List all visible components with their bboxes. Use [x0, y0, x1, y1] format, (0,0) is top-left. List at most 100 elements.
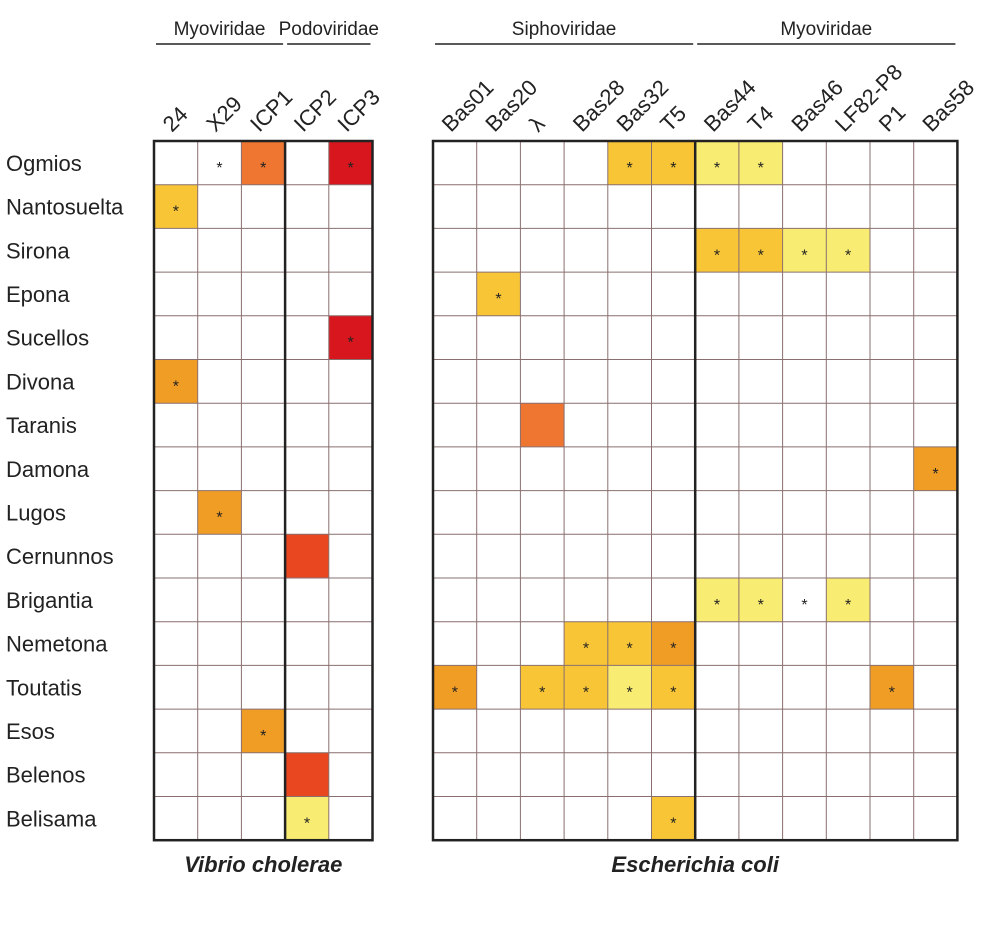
row-label-nemetona: Nemetona	[6, 632, 108, 657]
significance-star-ogmios-bas44: *	[714, 160, 720, 177]
heat-cell-toutatis-t5	[651, 665, 696, 710]
significance-star-brigantia-t4: *	[758, 597, 764, 614]
heat-cell-damona-bas58	[913, 446, 958, 491]
row-label-sirona: Sirona	[6, 238, 70, 263]
heat-cell-epona-bas20	[476, 272, 521, 316]
row-label-belenos: Belenos	[6, 763, 86, 788]
heat-cell-toutatis-lambda	[520, 665, 565, 710]
significance-star-belisama-t5: *	[670, 815, 676, 832]
organism-label-escherichia-coli: Escherichia coli	[611, 852, 779, 877]
family-label-myoviridae: Myoviridae	[174, 19, 266, 40]
heat-cell-sirona-bas46	[782, 228, 827, 273]
heat-cell-toutatis-bas01	[433, 665, 477, 710]
heat-cell-belisama-icp2	[285, 796, 329, 841]
row-label-esos: Esos	[6, 719, 55, 744]
heat-cell-nemetona-t5	[651, 621, 696, 666]
column-label-bas58: Bas58	[917, 75, 979, 137]
heat-cell-toutatis-p1	[870, 665, 914, 710]
significance-star-nemetona-bas32: *	[627, 641, 633, 658]
row-label-damona: Damona	[6, 457, 90, 482]
label-layer: Ogmios Nantosuelta Sirona Epona Sucellos Divo…	[6, 19, 979, 877]
significance-star-ogmios-x29: *	[216, 160, 222, 177]
significance-star-sirona-bas46: *	[801, 247, 807, 264]
column-label-p1: P1	[874, 100, 911, 137]
heat-cell-cernunnos-icp2	[285, 534, 329, 578]
significance-star-sirona-lf82-p8: *	[845, 247, 851, 264]
panel-frame-vibrio-cholerae	[152, 139, 374, 842]
significance-star-esos-icp1: *	[260, 728, 266, 745]
column-label-lambda: λ	[524, 111, 549, 136]
row-label-sucellos: Sucellos	[6, 326, 89, 351]
significance-star-divona-24: *	[173, 378, 179, 395]
significance-star-belisama-icp2: *	[304, 815, 310, 832]
column-label-24: 24	[158, 102, 193, 137]
heat-cell-ogmios-bas32	[607, 141, 652, 185]
heat-cell-belisama-t5	[651, 796, 696, 841]
heat-cell-toutatis-bas32	[607, 665, 652, 710]
significance-star-nemetona-t5: *	[670, 641, 676, 658]
significance-star-brigantia-lf82-p8: *	[845, 597, 851, 614]
significance-star-sucellos-icp3: *	[348, 335, 354, 352]
column-label-icp3: ICP3	[333, 84, 385, 136]
row-label-divona: Divona	[6, 369, 75, 394]
significance-star-sirona-t4: *	[758, 247, 764, 264]
column-label-icp1: ICP1	[245, 84, 297, 136]
significance-star-nantosuelta-24: *	[173, 204, 179, 221]
row-label-lugos: Lugos	[6, 500, 66, 525]
significance-star-brigantia-bas44: *	[714, 597, 720, 614]
heat-cell-ogmios-icp1	[241, 141, 286, 185]
row-label-toutatis: Toutatis	[6, 675, 82, 700]
heat-cell-toutatis-bas28	[564, 665, 608, 710]
significance-star-damona-bas58: *	[932, 466, 938, 483]
significance-star-nemetona-bas28: *	[583, 641, 589, 658]
heat-cell-sirona-lf82-p8	[826, 228, 870, 273]
significance-star-toutatis-bas28: *	[583, 684, 589, 701]
column-label-t4: T4	[743, 101, 779, 137]
significance-star-toutatis-t5: *	[670, 684, 676, 701]
column-label-x29: X29	[201, 91, 246, 136]
significance-star-sirona-bas44: *	[714, 247, 720, 264]
heat-cell-nemetona-bas32	[607, 621, 652, 666]
significance-star-ogmios-t4: *	[758, 160, 764, 177]
heat-cell-brigantia-bas44	[695, 578, 739, 622]
row-label-nantosuelta: Nantosuelta	[6, 195, 124, 220]
heat-cell-sirona-bas44	[695, 228, 739, 273]
family-label-myoviridae: Myoviridae	[780, 19, 872, 40]
significance-star-toutatis-lambda: *	[539, 684, 545, 701]
significance-star-ogmios-icp1: *	[260, 160, 266, 177]
heat-cell-lugos-x29	[197, 490, 242, 535]
significance-star-epona-bas20: *	[495, 291, 501, 308]
heat-cell-ogmios-t5	[651, 141, 696, 185]
significance-star-toutatis-p1: *	[889, 684, 895, 701]
cell-fill-layer	[154, 141, 958, 841]
heat-cell-ogmios-t4	[738, 141, 783, 185]
row-label-brigantia: Brigantia	[6, 588, 94, 613]
significance-star-brigantia-bas46: *	[801, 597, 807, 614]
heat-cell-belenos-icp2	[285, 752, 329, 797]
heat-cell-divona-24	[154, 359, 198, 404]
row-label-taranis: Taranis	[6, 413, 77, 438]
heat-cell-nemetona-bas28	[564, 621, 608, 666]
heat-cell-sucellos-icp3	[328, 315, 373, 360]
heat-cell-ogmios-icp3	[328, 141, 373, 185]
heat-cell-brigantia-lf82-p8	[826, 578, 870, 622]
heat-cell-nantosuelta-24	[154, 184, 198, 229]
organism-label-vibrio-cholerae: Vibrio cholerae	[184, 852, 342, 877]
family-label-podoviridae: Podoviridae	[279, 19, 379, 40]
row-label-cernunnos: Cernunnos	[6, 544, 114, 569]
frame-layer	[152, 43, 959, 842]
column-label-icp2: ICP2	[289, 84, 341, 136]
significance-star-ogmios-t5: *	[670, 160, 676, 177]
heat-cell-sirona-t4	[738, 228, 783, 273]
significance-star-ogmios-icp3: *	[348, 160, 354, 177]
heat-cell-ogmios-bas44	[695, 141, 739, 185]
column-label-t5: T5	[655, 101, 691, 137]
family-label-siphoviridae: Siphoviridae	[512, 19, 617, 40]
row-label-ogmios: Ogmios	[6, 151, 82, 176]
row-label-belisama: Belisama	[6, 806, 97, 831]
heat-cell-brigantia-t4	[738, 578, 783, 622]
significance-star-lugos-x29: *	[216, 509, 222, 526]
significance-star-toutatis-bas32: *	[627, 684, 633, 701]
row-label-epona: Epona	[6, 282, 70, 307]
